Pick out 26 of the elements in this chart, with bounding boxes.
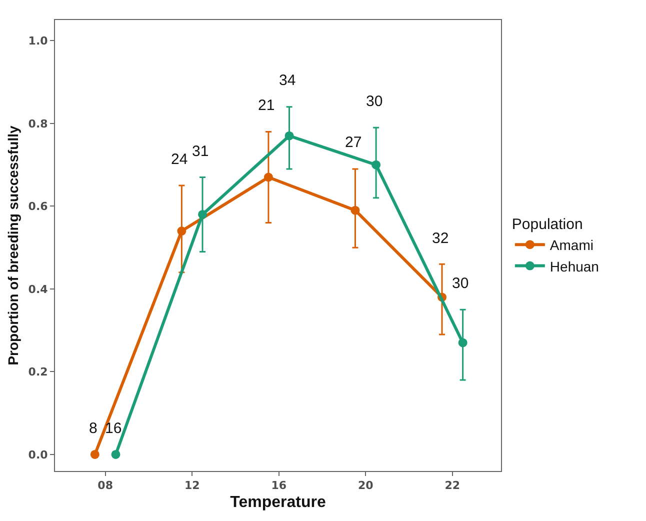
annotation: 30 xyxy=(452,275,469,292)
annotation: 32 xyxy=(432,230,449,247)
legend-label: Amami xyxy=(550,237,594,254)
y-tick-label: 0.2 xyxy=(28,366,48,379)
annotation: 24 xyxy=(171,151,188,168)
legend-label: Hehuan xyxy=(550,258,599,274)
x-tick-label: 12 xyxy=(184,479,200,492)
annotation: 16 xyxy=(105,420,122,437)
x-axis-title: Temperature xyxy=(230,494,326,511)
x-tick-label: 16 xyxy=(271,479,287,492)
y-tick-label: 0.8 xyxy=(28,117,48,130)
x-tick-label: 20 xyxy=(358,479,374,492)
annotation: 30 xyxy=(366,93,383,110)
annotation: 31 xyxy=(192,143,209,160)
x-tick-label: 22 xyxy=(444,479,460,492)
y-tick-label: 0.0 xyxy=(28,448,48,462)
y-tick-label: 1.0 xyxy=(28,34,48,48)
legend-title: Population xyxy=(512,216,583,233)
annotation: 27 xyxy=(345,134,362,151)
annotation: 8 xyxy=(89,420,98,437)
y-tick-label: 0.4 xyxy=(28,282,48,296)
annotation: 21 xyxy=(258,97,275,114)
y-axis-title: Proportion of breeding successfully xyxy=(4,125,21,366)
annotation: 34 xyxy=(279,72,296,89)
y-tick-label: 0.6 xyxy=(28,200,48,214)
x-tick-label: 08 xyxy=(98,479,113,492)
